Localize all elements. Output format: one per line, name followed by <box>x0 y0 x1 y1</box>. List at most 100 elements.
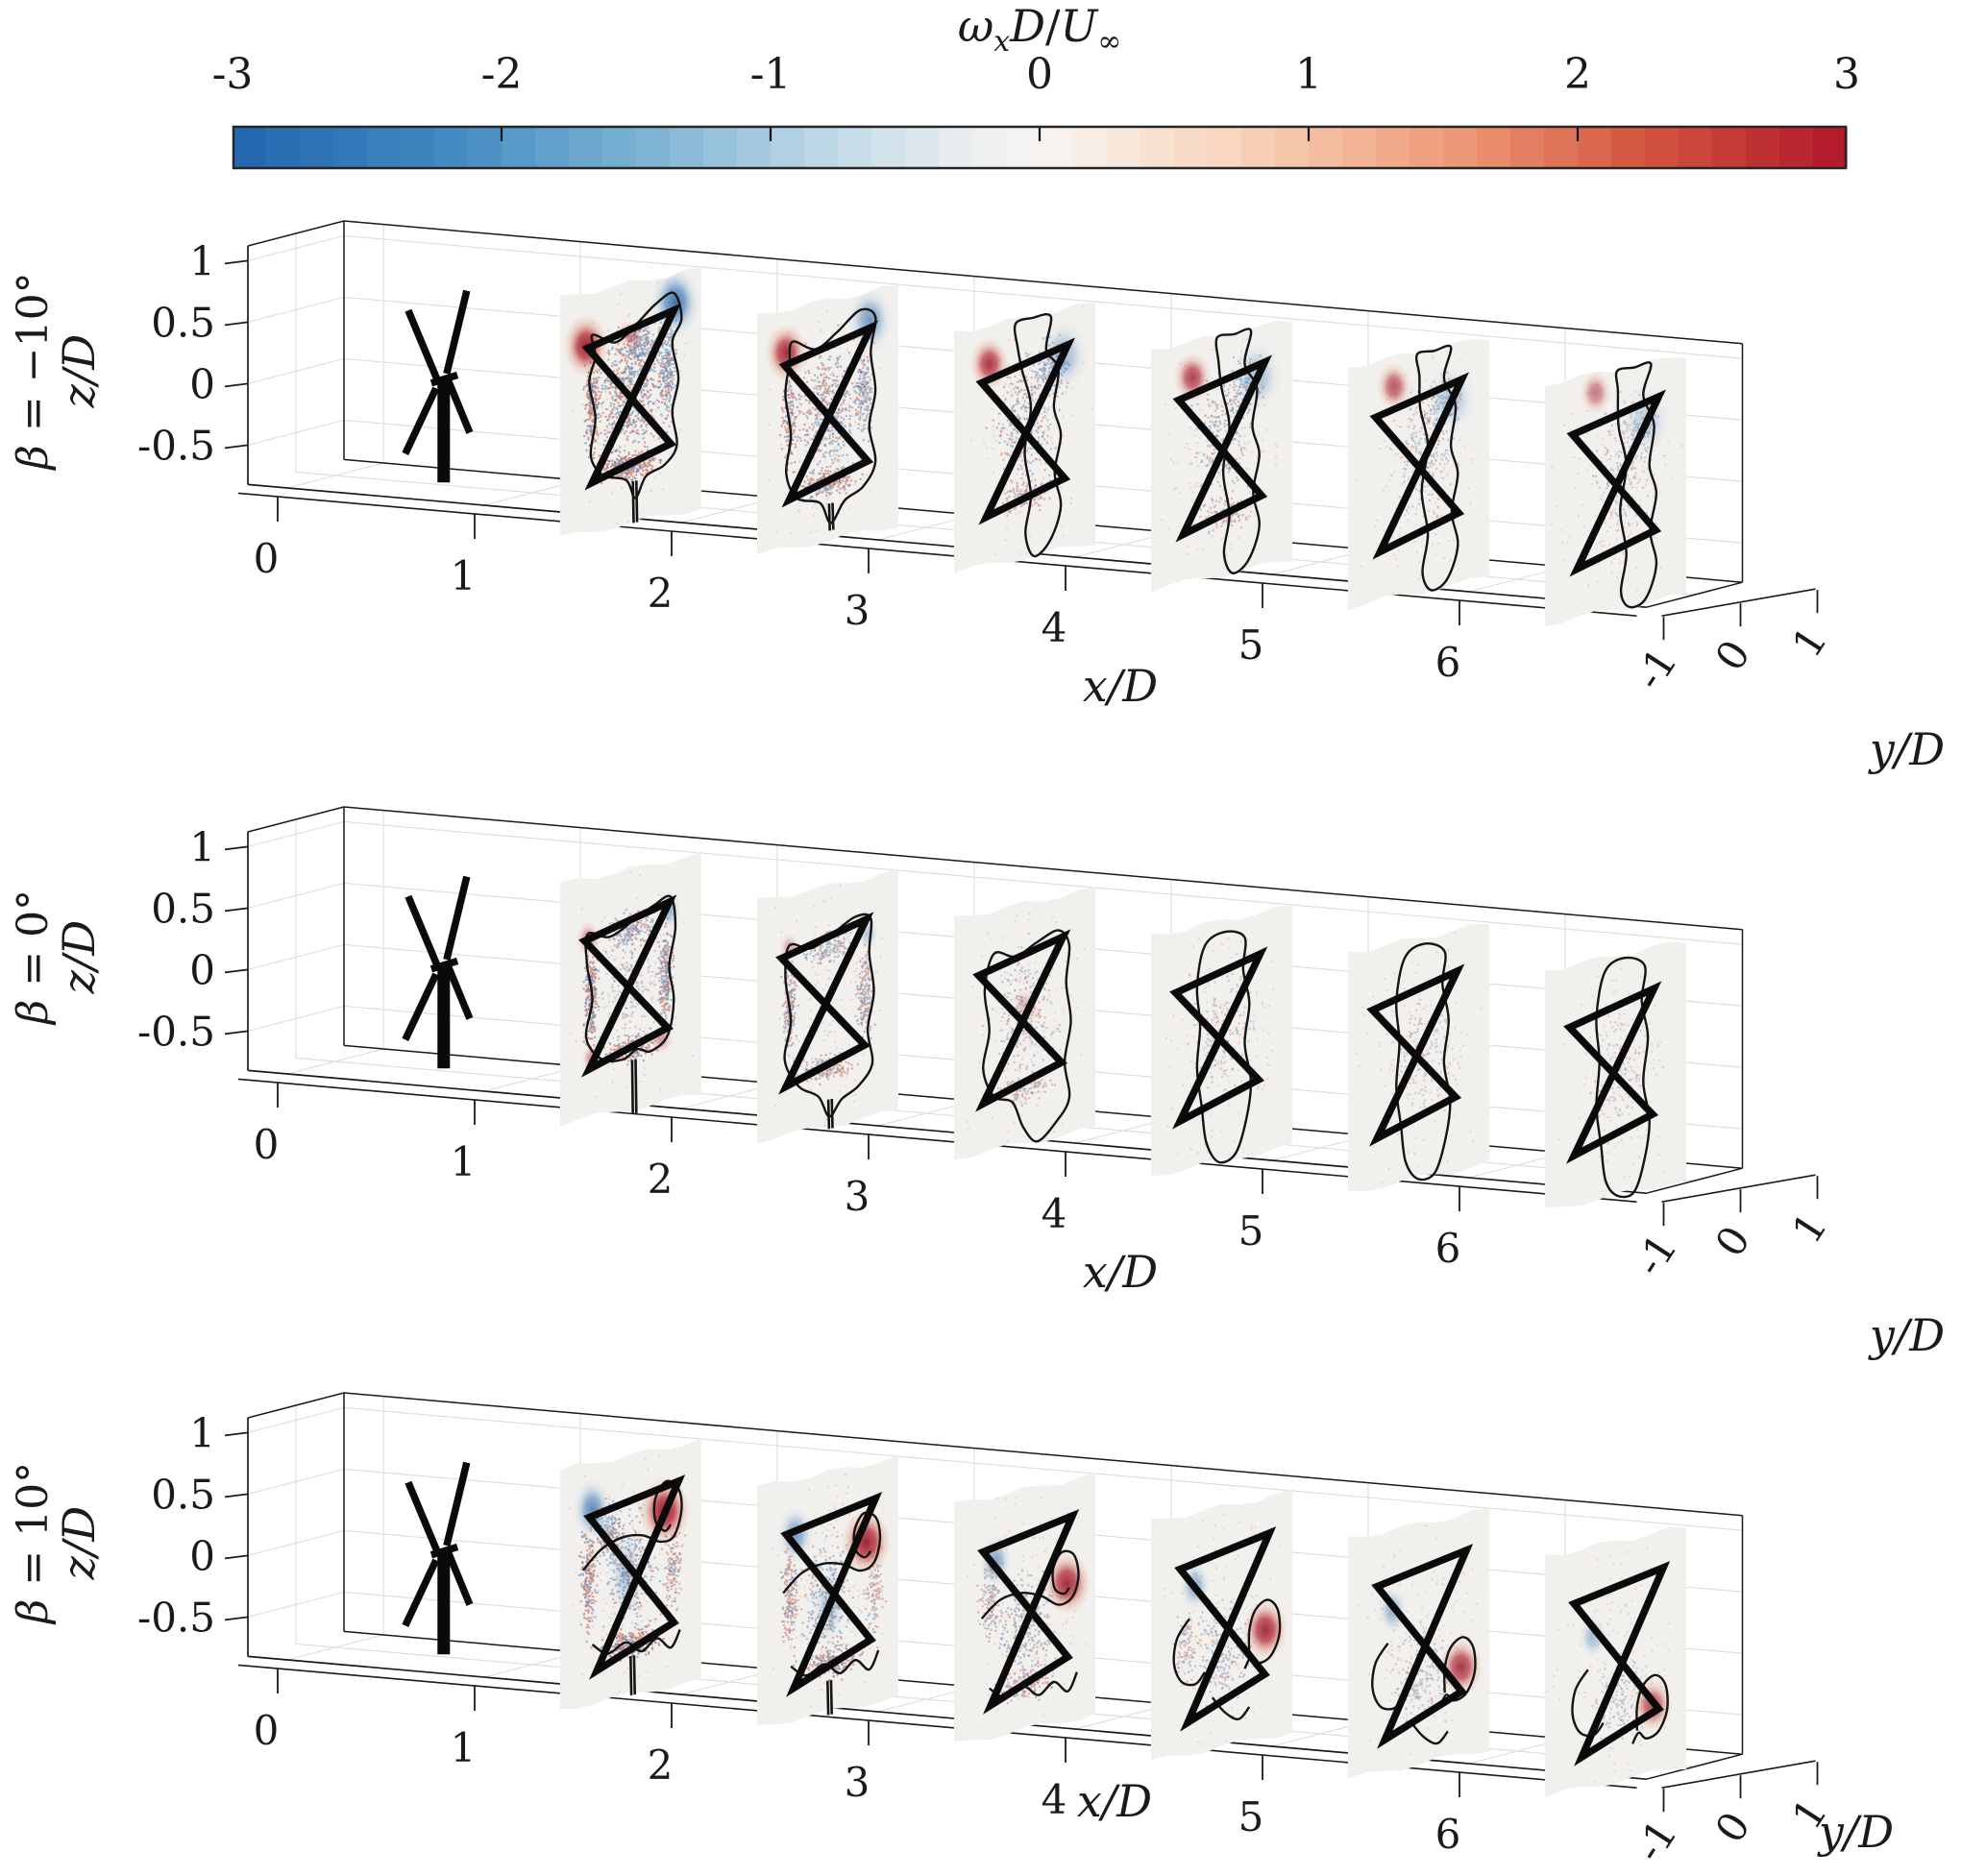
colorbar-segment <box>670 127 704 168</box>
slice-x3.5 <box>953 303 1096 574</box>
wake-contour <box>784 307 877 524</box>
vorticity-speckle <box>1355 931 1483 1185</box>
negative-vortex-blob <box>1578 1613 1607 1661</box>
rotor-outline <box>780 1492 883 1697</box>
rotor-outline <box>975 337 1075 525</box>
slice-x6.5 <box>1544 941 1687 1207</box>
slice-x4.5 <box>1150 321 1293 593</box>
slice-x2.5 <box>756 868 899 1144</box>
colorbar-segment <box>1174 127 1209 168</box>
slice-x3.5 <box>953 1472 1096 1742</box>
vorticity-speckle <box>856 943 876 1044</box>
y-tick-label: 0 <box>1706 1218 1760 1265</box>
colorbar-segment <box>838 127 872 168</box>
rotor-outline <box>1568 1561 1671 1766</box>
colorbar-segment <box>401 127 435 168</box>
x-tick-label: 6 <box>1435 639 1461 686</box>
rotor-outline <box>1566 389 1666 577</box>
x-tick-label: 1 <box>451 1724 477 1771</box>
wake-contour <box>982 929 1072 1143</box>
rotor-outline <box>1369 372 1469 560</box>
x-tick-label: 2 <box>648 1156 674 1203</box>
colorbar-segment <box>602 127 637 168</box>
colorbar-segment <box>1140 127 1175 168</box>
colorbar-tick-label: 0 <box>1026 50 1053 99</box>
z-tick-label: -0.5 <box>137 422 215 469</box>
colorbar-segment <box>1275 127 1310 168</box>
z-tick-label: -0.5 <box>137 1008 215 1055</box>
wake-contour <box>1410 1720 1449 1745</box>
colorbar-tick-label: 2 <box>1564 50 1591 99</box>
colorbar-segment <box>502 127 536 168</box>
colorbar-segment <box>1477 127 1511 168</box>
y-axis-label: y/D <box>1817 1806 1894 1858</box>
x-tick-label: 1 <box>451 552 477 599</box>
x-tick-label: 6 <box>1435 1811 1461 1858</box>
colorbar-segment <box>939 127 973 168</box>
panel-beta-0: 0 1 2 3 4 5 6 -1 0 110.50-0.5x/Dy/Dz/D <box>53 806 1945 1361</box>
rotor-outline <box>1371 1544 1474 1749</box>
rotor-outline <box>578 894 677 1078</box>
x-tick-label: 4 <box>1042 604 1067 651</box>
turbine-glyph <box>402 875 474 1069</box>
colorbar-segment <box>771 127 805 168</box>
x-axis-label: x/D <box>1083 1246 1158 1298</box>
rotor-outline <box>1174 1526 1277 1732</box>
z-axis-label: z/D <box>53 1506 105 1581</box>
z-axis-label: z/D <box>53 334 105 409</box>
z-tick-label: 0 <box>189 1532 215 1579</box>
colorbar-segment <box>636 127 671 168</box>
colorbar-segment <box>569 127 603 168</box>
z-tick-label: 0.5 <box>151 885 215 932</box>
x-tick-label: 4 <box>1042 1190 1067 1237</box>
colorbar-tick-label: 3 <box>1833 50 1860 99</box>
positive-vortex-blob <box>764 323 808 383</box>
colorbar-segment <box>333 127 368 168</box>
y-tick-label: -1 <box>1626 1812 1686 1870</box>
negative-vortex-blob <box>846 285 894 355</box>
positive-vortex-blob <box>1579 371 1612 415</box>
z-axis-label: z/D <box>53 920 105 995</box>
x-tick-label: 3 <box>845 1759 870 1806</box>
x-tick-label: 3 <box>845 587 870 634</box>
x-tick-label: 3 <box>845 1173 870 1220</box>
colorbar-segment <box>1410 127 1444 168</box>
wake-contour <box>1214 328 1261 574</box>
vorticity-speckle <box>801 930 859 965</box>
rotor-outline <box>1169 946 1268 1130</box>
z-tick-label: 0 <box>189 946 215 993</box>
turbine-glyph <box>402 1461 474 1655</box>
colorbar-tick-label: 1 <box>1295 50 1322 99</box>
colorbar-segment <box>703 127 738 168</box>
z-tick-label: 1 <box>189 1409 215 1456</box>
y-tick-label: 1 <box>1783 1205 1837 1252</box>
x-tick-label: 2 <box>648 570 674 617</box>
rotor-outline <box>775 912 874 1095</box>
colorbar-bar <box>232 125 1848 170</box>
rotor-outline <box>1366 963 1465 1147</box>
colorbar-segment <box>233 127 267 168</box>
slice-x6.5 <box>1544 357 1687 627</box>
colorbar-segment <box>1611 127 1646 168</box>
colorbar-segment <box>1813 127 1848 168</box>
wake-contour <box>783 913 875 1118</box>
colorbar-segment <box>1006 127 1041 168</box>
x-tick-label: 1 <box>451 1138 477 1185</box>
x-tick-label: 0 <box>254 535 280 582</box>
rotor-outline <box>581 303 681 491</box>
wake-contour <box>588 291 683 499</box>
slice-x1.5 <box>559 1437 702 1710</box>
wake-contour <box>1595 956 1651 1199</box>
z-tick-label: 0.5 <box>151 1471 215 1518</box>
vorticity-speckle <box>1355 373 1473 590</box>
colorbar-segment <box>1746 127 1780 168</box>
x-tick-label: 4 <box>1042 1776 1067 1823</box>
slice-x1.5 <box>559 265 702 536</box>
slice-x2.5 <box>756 1454 899 1725</box>
wake-contour <box>1013 313 1063 558</box>
wake-contour <box>1172 1618 1206 1687</box>
x-tick-label: 0 <box>254 1121 280 1168</box>
colorbar-segment <box>1679 127 1713 168</box>
colorbar-segment <box>1645 127 1680 168</box>
